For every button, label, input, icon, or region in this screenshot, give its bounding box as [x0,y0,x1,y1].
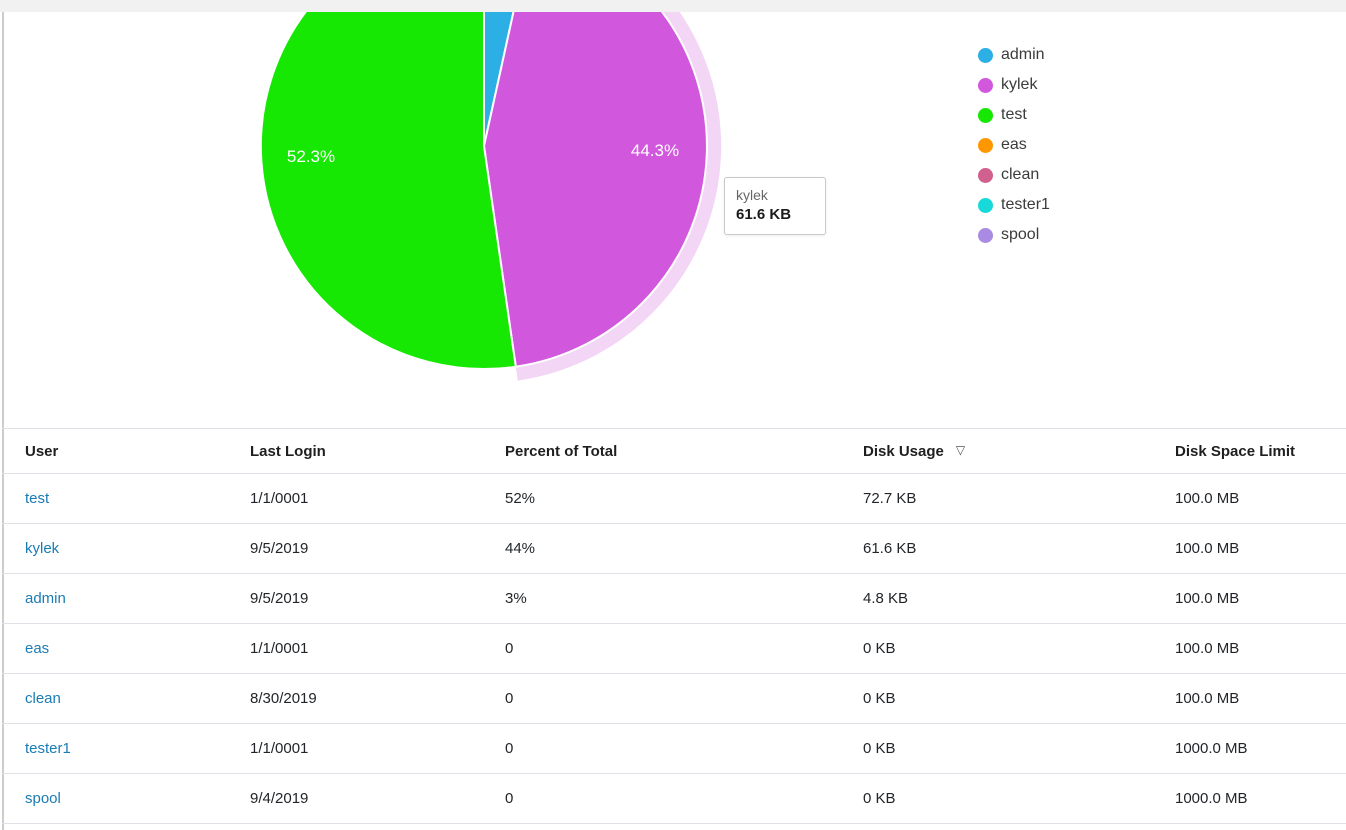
table-row: clean 8/30/2019 0 0 KB 100.0 MB [2,673,1346,724]
column-header-disk-usage[interactable]: Disk Usage ▽ [840,428,1152,474]
pie-percent-label-kylek: 44.3% [631,141,679,160]
cell-percent-of-total: 0 [482,723,840,774]
cell-disk-space-limit: 100.0 MB [1152,473,1346,524]
legend-item-spool[interactable]: spool [978,220,1050,250]
panel-left-border [2,12,4,830]
legend-item-admin[interactable]: admin [978,40,1050,70]
sort-descending-icon: ▽ [955,442,966,457]
column-header-label: Disk Usage [863,442,944,460]
column-header-label: Last Login [250,442,326,460]
column-header-user[interactable]: User [2,428,227,474]
cell-user: kylek [2,523,227,574]
cell-disk-space-limit: 100.0 MB [1152,673,1346,724]
cell-disk-usage: 4.8 KB [840,573,1152,624]
cell-disk-space-limit: 1000.0 MB [1152,723,1346,774]
user-link[interactable]: clean [25,690,61,707]
column-header-label: Disk Space Limit [1175,442,1296,460]
user-link[interactable]: kylek [25,540,60,557]
cell-last-login: 8/30/2019 [227,673,482,724]
cell-user: test [2,473,227,524]
cell-disk-space-limit: 100.0 MB [1152,573,1346,624]
cell-last-login: 1/1/0001 [227,623,482,674]
legend-label: clean [1001,166,1040,183]
cell-user: eas [2,623,227,674]
user-link[interactable]: tester1 [25,740,71,757]
column-header-label: User [25,442,59,460]
cell-disk-usage: 0 KB [840,623,1152,674]
legend-dot-icon [978,107,993,123]
cell-last-login: 1/1/0001 [227,723,482,774]
pie-slice-kylek[interactable] [482,12,708,368]
legend-dot-icon [978,137,993,153]
legend-item-clean[interactable]: clean [978,160,1050,190]
cell-user: clean [2,673,227,724]
tooltip-value: 61.6 KB [736,206,792,223]
cell-user: admin [2,573,227,624]
column-header-last-login[interactable]: Last Login [227,428,482,474]
column-header-label: Percent of Total [505,442,618,460]
legend-label: test [1001,106,1027,123]
disk-usage-pie-chart: 52.3% 44.3% [259,12,722,381]
legend-dot-icon [978,47,993,63]
cell-disk-usage: 0 KB [840,723,1152,774]
legend-label: admin [1001,46,1045,63]
legend-label: tester1 [1001,196,1050,213]
cell-disk-usage: 0 KB [840,773,1152,824]
legend-item-tester1[interactable]: tester1 [978,190,1050,220]
legend-label: spool [1001,226,1040,243]
legend-label: eas [1001,136,1027,153]
cell-disk-usage: 0 KB [840,673,1152,724]
cell-percent-of-total: 0 [482,773,840,824]
chart-legend: admin kylek test eas clean tester1 spool [978,40,1050,250]
cell-last-login: 1/1/0001 [227,473,482,524]
cell-percent-of-total: 52% [482,473,840,524]
user-link[interactable]: test [25,490,50,507]
cell-user: tester1 [2,723,227,774]
user-link[interactable]: admin [25,590,66,607]
cell-last-login: 9/5/2019 [227,523,482,574]
cell-disk-usage: 72.7 KB [840,473,1152,524]
user-link[interactable]: spool [25,790,61,807]
cell-percent-of-total: 0 [482,673,840,724]
cell-last-login: 9/4/2019 [227,773,482,824]
column-header-disk-space-limit[interactable]: Disk Space Limit [1152,428,1346,474]
user-link[interactable]: eas [25,640,50,657]
cell-disk-usage: 61.6 KB [840,523,1152,574]
pie-percent-label-test: 52.3% [287,147,335,166]
users-table: User Last Login Percent of Total Disk Us… [2,428,1346,824]
column-header-percent-of-total[interactable]: Percent of Total [482,428,840,474]
table-row: admin 9/5/2019 3% 4.8 KB 100.0 MB [2,573,1346,624]
cell-percent-of-total: 0 [482,623,840,674]
legend-item-kylek[interactable]: kylek [978,70,1050,100]
cell-disk-space-limit: 100.0 MB [1152,623,1346,674]
pie-slice-test[interactable] [259,12,517,370]
table-row: test 1/1/0001 52% 72.7 KB 100.0 MB [2,473,1346,524]
page-top-strip [0,0,1346,12]
table-row: tester1 1/1/0001 0 0 KB 1000.0 MB [2,723,1346,774]
table-row: kylek 9/5/2019 44% 61.6 KB 100.0 MB [2,523,1346,574]
legend-dot-icon [978,167,993,183]
legend-item-eas[interactable]: eas [978,130,1050,160]
tooltip-series-name: kylek [736,187,768,203]
cell-user: spool [2,773,227,824]
legend-dot-icon [978,77,993,93]
table-row: eas 1/1/0001 0 0 KB 100.0 MB [2,623,1346,674]
table-header-row: User Last Login Percent of Total Disk Us… [2,428,1346,474]
legend-dot-icon [978,227,993,243]
cell-disk-space-limit: 100.0 MB [1152,523,1346,574]
legend-label: kylek [1001,76,1038,93]
cell-disk-space-limit: 1000.0 MB [1152,773,1346,824]
cell-last-login: 9/5/2019 [227,573,482,624]
chart-tooltip: kylek 61.6 KB [724,177,826,235]
cell-percent-of-total: 3% [482,573,840,624]
legend-item-test[interactable]: test [978,100,1050,130]
cell-percent-of-total: 44% [482,523,840,574]
table-row: spool 9/4/2019 0 0 KB 1000.0 MB [2,773,1346,824]
legend-dot-icon [978,197,993,213]
